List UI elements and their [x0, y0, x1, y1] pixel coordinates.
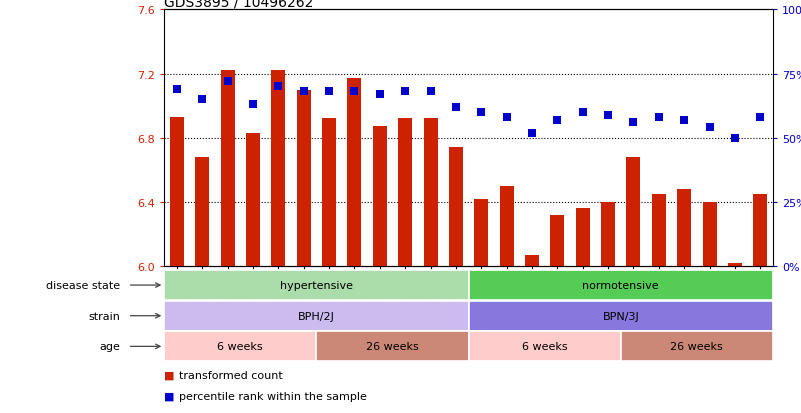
Bar	[621, 332, 773, 361]
Bar	[316, 332, 469, 361]
Text: hypertensive: hypertensive	[280, 280, 353, 290]
Point	[729, 135, 742, 142]
Bar	[424, 119, 437, 266]
Bar	[164, 301, 469, 331]
Point	[602, 112, 614, 119]
Point	[272, 84, 285, 90]
Text: disease state: disease state	[46, 280, 120, 290]
Bar	[525, 255, 539, 266]
Point	[399, 89, 412, 95]
Point	[627, 120, 640, 126]
Bar	[449, 148, 463, 266]
Bar	[164, 332, 316, 361]
Point	[525, 130, 538, 137]
Point	[449, 104, 462, 111]
Bar	[195, 158, 209, 266]
Text: strain: strain	[88, 311, 120, 321]
Bar	[246, 133, 260, 266]
Bar	[469, 271, 773, 300]
Bar	[474, 199, 489, 266]
Bar	[652, 195, 666, 266]
Text: ■: ■	[164, 391, 175, 401]
Bar	[469, 332, 621, 361]
Point	[323, 89, 336, 95]
Bar	[469, 301, 773, 331]
Point	[425, 89, 437, 95]
Point	[247, 102, 260, 108]
Point	[703, 125, 716, 131]
Text: BPH/2J: BPH/2J	[298, 311, 335, 321]
Point	[678, 117, 690, 124]
Text: normotensive: normotensive	[582, 280, 659, 290]
Bar	[550, 215, 565, 266]
Bar	[296, 90, 311, 266]
Bar	[702, 202, 717, 266]
Text: ■: ■	[164, 370, 175, 380]
Point	[500, 114, 513, 121]
Text: percentile rank within the sample: percentile rank within the sample	[179, 391, 367, 401]
Text: 26 weeks: 26 weeks	[670, 342, 723, 351]
Text: GDS3895 / 10496262: GDS3895 / 10496262	[164, 0, 313, 9]
Bar	[348, 79, 361, 266]
Bar	[500, 186, 513, 266]
Text: age: age	[99, 342, 120, 351]
Text: 26 weeks: 26 weeks	[366, 342, 419, 351]
Text: 6 weeks: 6 weeks	[522, 342, 567, 351]
Bar	[220, 71, 235, 266]
Bar	[170, 118, 184, 266]
Point	[348, 89, 360, 95]
Point	[475, 109, 488, 116]
Bar	[753, 195, 767, 266]
Point	[373, 92, 386, 98]
Point	[171, 86, 183, 93]
Point	[195, 97, 208, 103]
Point	[652, 114, 665, 121]
Point	[754, 114, 767, 121]
Bar	[164, 271, 469, 300]
Text: 6 weeks: 6 weeks	[218, 342, 263, 351]
Point	[297, 89, 310, 95]
Point	[221, 79, 234, 85]
Bar	[601, 202, 615, 266]
Text: transformed count: transformed count	[179, 370, 283, 380]
Bar	[576, 209, 590, 266]
Point	[576, 109, 589, 116]
Point	[551, 117, 564, 124]
Bar	[272, 71, 285, 266]
Bar	[728, 263, 742, 266]
Bar	[626, 158, 641, 266]
Bar	[677, 190, 691, 266]
Text: BPN/3J: BPN/3J	[602, 311, 639, 321]
Bar	[322, 119, 336, 266]
Bar	[398, 119, 413, 266]
Bar	[372, 127, 387, 266]
